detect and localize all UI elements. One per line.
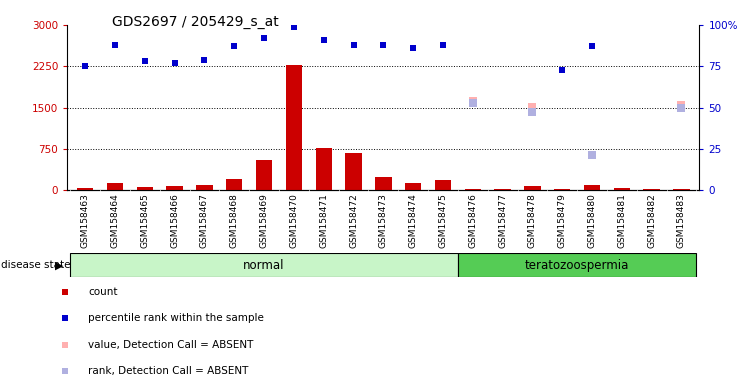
Bar <box>375 177 391 190</box>
Text: GSM158465: GSM158465 <box>141 193 150 248</box>
Text: GSM158468: GSM158468 <box>230 193 239 248</box>
Text: count: count <box>88 287 117 297</box>
Bar <box>316 148 332 190</box>
Bar <box>494 189 511 190</box>
Bar <box>107 184 123 190</box>
Bar <box>167 186 183 190</box>
Text: GSM158474: GSM158474 <box>408 193 417 248</box>
Text: GSM158479: GSM158479 <box>558 193 567 248</box>
Text: GSM158472: GSM158472 <box>349 193 358 248</box>
Bar <box>643 189 660 190</box>
Text: rank, Detection Call = ABSENT: rank, Detection Call = ABSENT <box>88 366 248 376</box>
FancyBboxPatch shape <box>458 253 696 277</box>
Bar <box>405 184 421 190</box>
Text: GSM158478: GSM158478 <box>528 193 537 248</box>
Text: disease state: disease state <box>1 260 70 270</box>
Text: GSM158482: GSM158482 <box>647 193 656 248</box>
Text: GSM158477: GSM158477 <box>498 193 507 248</box>
Text: GSM158466: GSM158466 <box>170 193 180 248</box>
Text: GSM158481: GSM158481 <box>617 193 626 248</box>
Text: GSM158463: GSM158463 <box>81 193 90 248</box>
Text: GSM158471: GSM158471 <box>319 193 328 248</box>
Bar <box>137 187 153 190</box>
Text: GSM158480: GSM158480 <box>587 193 597 248</box>
Bar <box>226 179 242 190</box>
Text: normal: normal <box>243 259 285 272</box>
Bar <box>613 189 630 190</box>
Bar <box>554 189 571 190</box>
Text: value, Detection Call = ABSENT: value, Detection Call = ABSENT <box>88 340 254 350</box>
Bar <box>346 153 362 190</box>
Text: GSM158475: GSM158475 <box>438 193 447 248</box>
Bar <box>77 189 94 190</box>
Bar <box>673 189 690 190</box>
Text: ▶: ▶ <box>55 260 64 270</box>
Bar <box>286 65 302 190</box>
Bar <box>524 186 541 190</box>
Text: GSM158476: GSM158476 <box>468 193 477 248</box>
Text: GSM158469: GSM158469 <box>260 193 269 248</box>
Text: GSM158464: GSM158464 <box>111 193 120 248</box>
Text: GSM158483: GSM158483 <box>677 193 686 248</box>
Bar <box>256 160 272 190</box>
FancyBboxPatch shape <box>70 253 458 277</box>
Text: GDS2697 / 205429_s_at: GDS2697 / 205429_s_at <box>112 15 279 29</box>
Text: GSM158470: GSM158470 <box>289 193 298 248</box>
Bar <box>435 180 451 190</box>
Bar <box>584 185 600 190</box>
Text: GSM158467: GSM158467 <box>200 193 209 248</box>
Text: percentile rank within the sample: percentile rank within the sample <box>88 313 264 323</box>
Bar <box>196 185 212 190</box>
Bar <box>465 189 481 190</box>
Text: GSM158473: GSM158473 <box>378 193 388 248</box>
Text: teratozoospermia: teratozoospermia <box>525 259 629 272</box>
